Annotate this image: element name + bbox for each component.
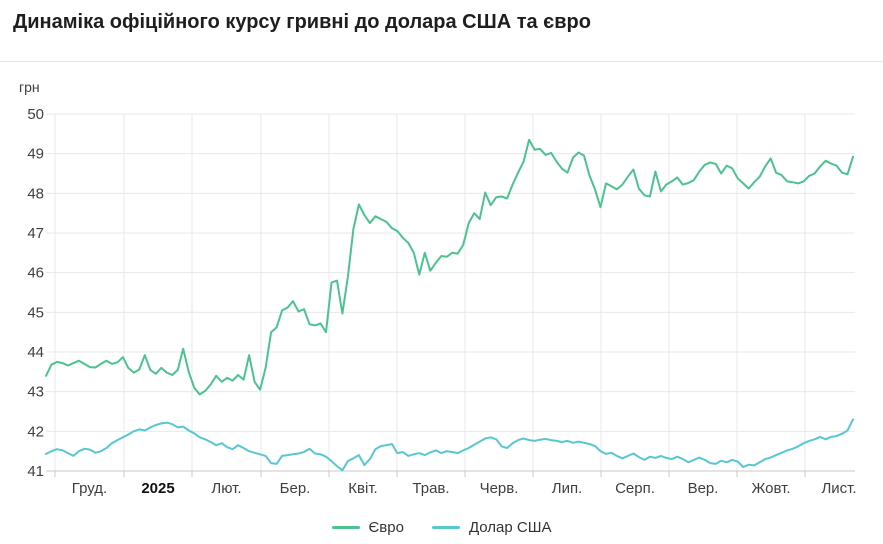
x-tick-label: Трав. (412, 480, 449, 497)
y-tick-label: 48 (27, 185, 44, 202)
chart-legend: Євро Долар США (0, 515, 883, 539)
series-line-dollar[interactable] (45, 418, 854, 472)
x-tick-label: 2025 (141, 480, 174, 497)
y-tick-label: 41 (27, 463, 44, 480)
x-tick-label: Вер. (688, 480, 719, 497)
y-tick-label: 43 (27, 384, 44, 401)
x-tick-label: Лют. (211, 480, 241, 497)
x-tick-label: Жовт. (751, 480, 790, 497)
x-tick-label: Лист. (821, 480, 856, 497)
y-tick-label: 42 (27, 423, 44, 440)
chart-title: Динаміка офіційного курсу гривні до дола… (13, 11, 591, 33)
x-tick-label: Квіт. (348, 480, 377, 497)
y-tick-label: 49 (27, 146, 44, 163)
x-tick-label: Серп. (615, 480, 655, 497)
legend-swatch-dollar (431, 525, 460, 529)
legend-label-dollar: Долар США (468, 518, 552, 536)
y-axis-unit-label: грн (19, 79, 40, 95)
legend-item-euro[interactable]: Євро (331, 518, 404, 536)
title-divider (0, 61, 883, 62)
y-tick-label: 50 (27, 106, 44, 123)
series-line-euro[interactable] (45, 138, 854, 396)
y-tick-label: 46 (27, 265, 44, 282)
legend-item-dollar[interactable]: Долар США (431, 518, 552, 536)
legend-swatch-euro (331, 525, 360, 529)
x-tick-label: Лип. (552, 480, 583, 497)
x-tick-label: Груд. (72, 480, 107, 497)
y-tick-label: 44 (27, 344, 44, 361)
x-tick-label: Черв. (480, 480, 519, 497)
x-tick-label: Бер. (280, 480, 311, 497)
legend-label-euro: Євро (368, 518, 404, 536)
y-tick-label: 47 (27, 225, 44, 242)
y-tick-label: 45 (27, 304, 44, 321)
exchange-rate-line-chart[interactable]: 50 49 48 47 46 45 44 43 42 41 Груд. 2025 Лют. Бер. Кві… (0, 0, 883, 510)
